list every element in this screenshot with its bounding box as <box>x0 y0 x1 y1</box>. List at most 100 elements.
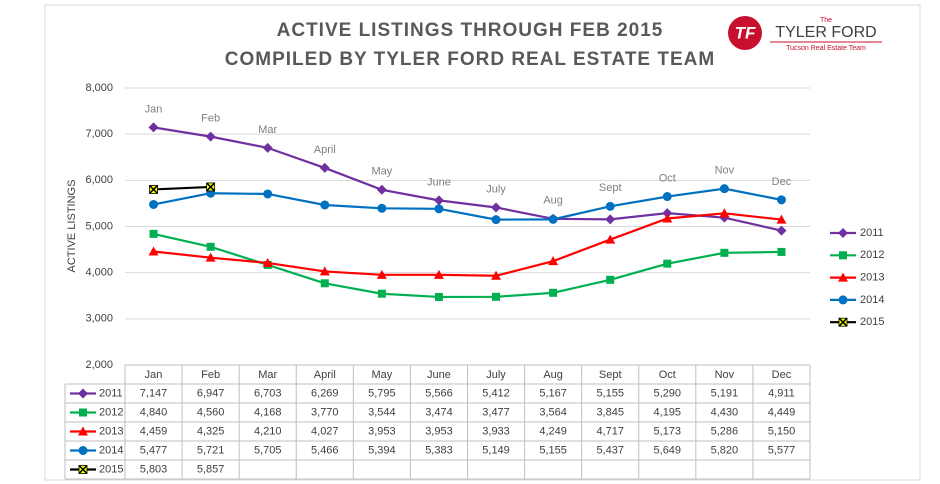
marker <box>262 257 273 267</box>
marker <box>78 446 88 455</box>
marker <box>719 184 729 194</box>
table-cell: 5,577 <box>768 444 796 456</box>
table-cell: 5,477 <box>140 444 168 456</box>
point-category-label: Mar <box>258 124 277 136</box>
marker <box>377 203 387 213</box>
marker <box>776 225 787 236</box>
point-category-label: May <box>371 166 392 178</box>
table-row-label: 2015 <box>99 463 123 475</box>
table-cell: 5,191 <box>711 387 739 399</box>
marker <box>320 200 330 210</box>
marker <box>205 131 216 142</box>
marker-x <box>206 182 216 192</box>
marker <box>319 266 330 276</box>
series-line <box>153 212 782 277</box>
table-cell: 5,795 <box>368 387 396 399</box>
marker-x <box>838 317 848 327</box>
table-cell: 5,290 <box>654 387 682 399</box>
table-cell: 5,820 <box>711 444 739 456</box>
x-tick-label: June <box>427 369 451 381</box>
logo: TF The TYLER FORD Tucson Real Estate Tea… <box>728 16 882 52</box>
table-cell: 4,027 <box>311 425 339 437</box>
table-cell: 5,466 <box>311 444 339 456</box>
table-cell: 3,544 <box>368 406 396 418</box>
marker <box>206 242 215 251</box>
marker <box>662 213 673 223</box>
y-tick-label: 8,000 <box>85 82 113 94</box>
marker <box>491 270 502 280</box>
table-cell: 3,953 <box>368 425 396 437</box>
table-cell: 5,437 <box>596 444 624 456</box>
marker <box>149 199 159 209</box>
logo-name: TYLER FORD <box>775 24 876 41</box>
y-tick-label: 2,000 <box>85 359 113 371</box>
table-cell: 4,449 <box>768 406 796 418</box>
table-cell: 5,155 <box>596 387 624 399</box>
table-row-label: 2013 <box>99 425 123 437</box>
marker <box>320 279 329 288</box>
point-category-label: Jan <box>145 103 163 115</box>
x-tick-label: Oct <box>659 369 676 381</box>
table-cell: 3,770 <box>311 406 339 418</box>
marker <box>605 201 615 211</box>
marker <box>663 259 672 268</box>
marker <box>492 292 501 301</box>
marker <box>662 208 673 219</box>
marker <box>78 464 88 475</box>
marker <box>376 269 387 279</box>
marker <box>263 189 273 199</box>
marker <box>662 192 672 202</box>
legend-label: 2013 <box>860 272 884 284</box>
x-tick-label: Nov <box>715 369 735 381</box>
marker <box>839 251 847 260</box>
table-cell: 3,953 <box>425 425 453 437</box>
series-line <box>153 187 782 221</box>
table-cell: 6,703 <box>254 387 282 399</box>
x-tick-label: Dec <box>772 369 792 381</box>
marker <box>79 408 87 417</box>
x-tick-label: Aug <box>543 369 563 381</box>
x-tick-label: Sept <box>599 369 622 381</box>
x-tick-label: Jan <box>145 369 163 381</box>
marker <box>319 162 330 173</box>
marker <box>433 269 444 279</box>
marker <box>377 289 386 298</box>
marker <box>549 288 558 297</box>
logo-tagline: Tucson Real Estate Team <box>786 45 866 52</box>
table-cell: 4,840 <box>140 406 168 418</box>
table-cell: 5,149 <box>482 444 510 456</box>
marker <box>548 214 558 224</box>
table-cell: 5,286 <box>711 425 739 437</box>
y-tick-label: 3,000 <box>85 313 113 325</box>
logo-monogram: TF <box>735 23 756 42</box>
marker <box>838 295 848 305</box>
table-cell: 6,947 <box>197 387 225 399</box>
table-row-label: 2014 <box>99 444 123 456</box>
y-axis-label: ACTIVE LISTINGS <box>66 180 78 273</box>
x-tick-label: Feb <box>201 369 220 381</box>
table-cell: 4,430 <box>711 406 739 418</box>
marker <box>78 426 88 436</box>
table-cell: 4,560 <box>197 406 225 418</box>
legend-label: 2015 <box>860 316 884 328</box>
table-cell: 3,933 <box>482 425 510 437</box>
y-tick-label: 6,000 <box>85 174 113 186</box>
table-cell: 5,155 <box>539 444 567 456</box>
table-cell: 5,721 <box>197 444 225 456</box>
marker <box>148 122 159 133</box>
table-cell: 5,412 <box>482 387 510 399</box>
marker <box>149 229 158 238</box>
table-cell: 5,649 <box>654 444 682 456</box>
table-cell: 3,477 <box>482 406 510 418</box>
marker <box>838 272 848 282</box>
table-cell: 5,383 <box>425 444 453 456</box>
marker <box>491 202 502 213</box>
x-tick-label: July <box>486 369 506 381</box>
marker-x <box>78 464 88 475</box>
point-category-label: Nov <box>715 165 735 177</box>
chart-subtitle: COMPILED BY TYLER FORD REAL ESTATE TEAM <box>225 49 715 70</box>
marker <box>434 292 443 301</box>
marker <box>776 195 786 205</box>
marker <box>491 215 501 225</box>
marker <box>262 142 273 153</box>
